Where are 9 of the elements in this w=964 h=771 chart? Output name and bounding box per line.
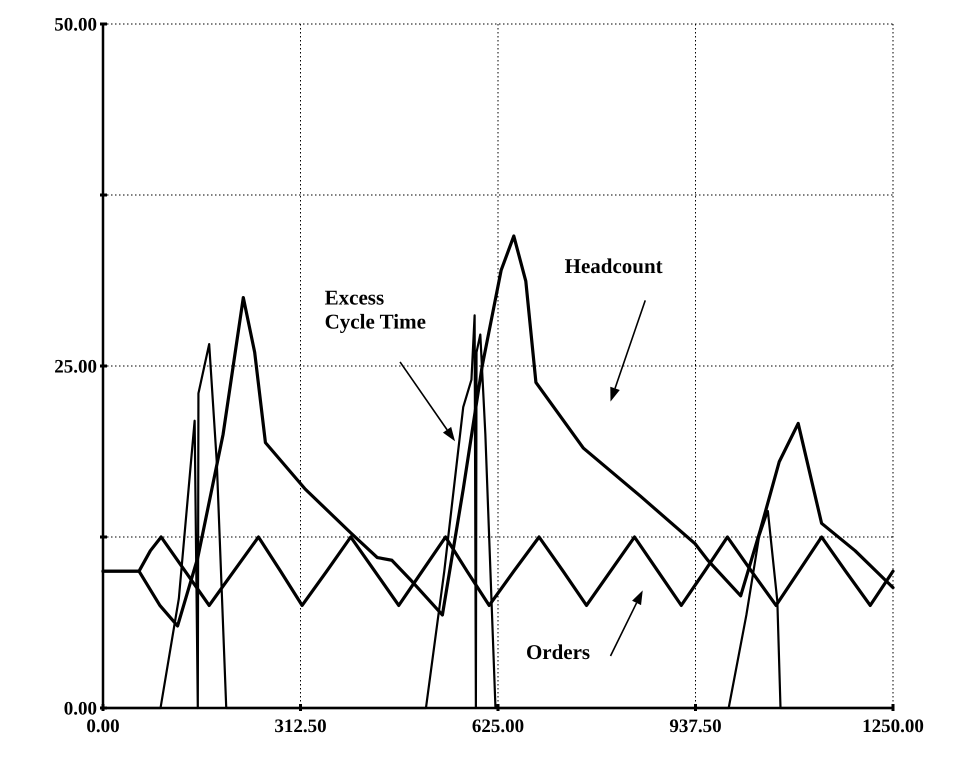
x-tick-label: 625.00 [472, 716, 524, 737]
x-tick-label: 312.50 [274, 716, 327, 737]
y-tick-label: 50.00 [54, 14, 97, 36]
text: Excess Cycle Time [324, 285, 426, 334]
x-tick-label: 937.50 [669, 716, 722, 737]
x-tick-label: 1250.00 [862, 716, 924, 737]
y-tick-label: 25.00 [54, 356, 97, 378]
series-label: Headcount [564, 254, 663, 278]
series-label: Orders [526, 640, 590, 664]
